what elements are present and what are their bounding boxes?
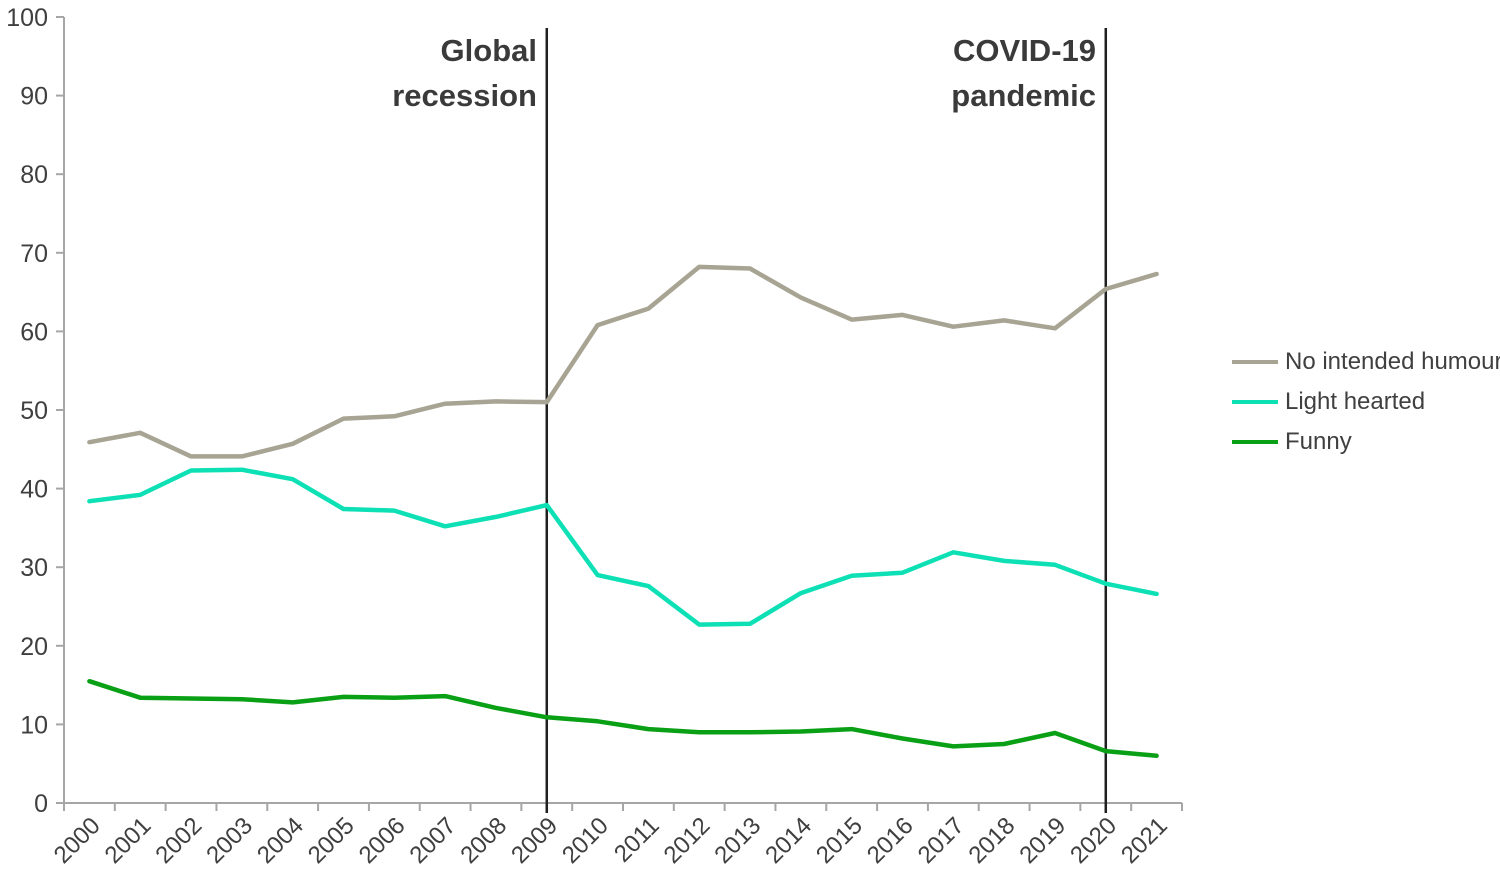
y-tick-label: 70 <box>20 240 48 268</box>
legend-item-funny: Funny <box>1232 422 1500 462</box>
x-tick-label: 2019 <box>1014 812 1071 869</box>
x-tick-label: 2011 <box>609 812 665 868</box>
x-tick-label: 2001 <box>100 812 157 869</box>
y-tick-label: 60 <box>20 318 48 346</box>
y-tick-label: 0 <box>34 790 48 818</box>
legend-swatch-light-hearted <box>1232 400 1278 404</box>
y-tick-label: 100 <box>6 4 48 32</box>
legend-label-no-intended-humour: No intended humour <box>1285 348 1500 375</box>
legend: No intended humour Light hearted Funny <box>1232 342 1500 462</box>
annotation-covid19-pandemic: COVID-19 pandemic <box>951 28 1096 118</box>
y-tick-label: 90 <box>20 83 48 111</box>
annotation-covid19-pandemic-line1: COVID-19 <box>953 33 1096 68</box>
series-line-light-hearted <box>87 467 1159 627</box>
x-tick-label: 2006 <box>354 812 411 869</box>
x-tick-label: 2010 <box>557 812 614 869</box>
x-tick-label: 2002 <box>150 812 207 869</box>
x-tick-label: 2005 <box>303 812 360 869</box>
x-tick-label: 2013 <box>709 812 766 869</box>
legend-swatch-no-intended-humour <box>1232 360 1278 364</box>
x-tick-label: 2009 <box>506 812 563 869</box>
legend-item-no-intended-humour: No intended humour <box>1232 342 1500 382</box>
x-tick-label: 2012 <box>659 812 716 869</box>
annotation-covid19-pandemic-line2: pandemic <box>951 78 1096 113</box>
x-tick-label: 2015 <box>811 812 868 869</box>
x-tick-label: 2000 <box>49 812 106 869</box>
x-tick-label: 2021 <box>1116 812 1173 869</box>
y-tick-label: 50 <box>20 397 48 425</box>
x-tick-label: 2007 <box>405 812 462 869</box>
y-tick-label: 80 <box>20 161 48 189</box>
legend-label-light-hearted: Light hearted <box>1285 388 1426 415</box>
x-tick-label: 2018 <box>964 812 1021 869</box>
x-tick-label: 2017 <box>913 812 970 869</box>
x-tick-label: 2014 <box>760 812 817 869</box>
x-tick-label: 2004 <box>252 812 309 869</box>
annotation-global-recession-line1: Global <box>440 33 537 68</box>
legend-item-light-hearted: Light hearted <box>1232 382 1500 422</box>
y-tick-label: 40 <box>20 476 48 504</box>
series-line-no-intended-humour <box>87 264 1159 459</box>
annotation-global-recession: Global recession <box>392 28 537 118</box>
y-tick-label: 30 <box>20 554 48 582</box>
legend-label-funny: Funny <box>1285 428 1352 455</box>
x-tick-label: 2020 <box>1065 812 1122 869</box>
x-tick-label: 2016 <box>862 812 919 869</box>
x-tick-label: 2008 <box>455 812 512 869</box>
y-tick-label: 20 <box>20 633 48 661</box>
legend-swatch-funny <box>1232 440 1278 444</box>
series-line-funny <box>87 678 1159 759</box>
x-tick-label: 2003 <box>201 812 258 869</box>
annotation-global-recession-line2: recession <box>392 78 537 113</box>
y-tick-label: 10 <box>20 711 48 739</box>
